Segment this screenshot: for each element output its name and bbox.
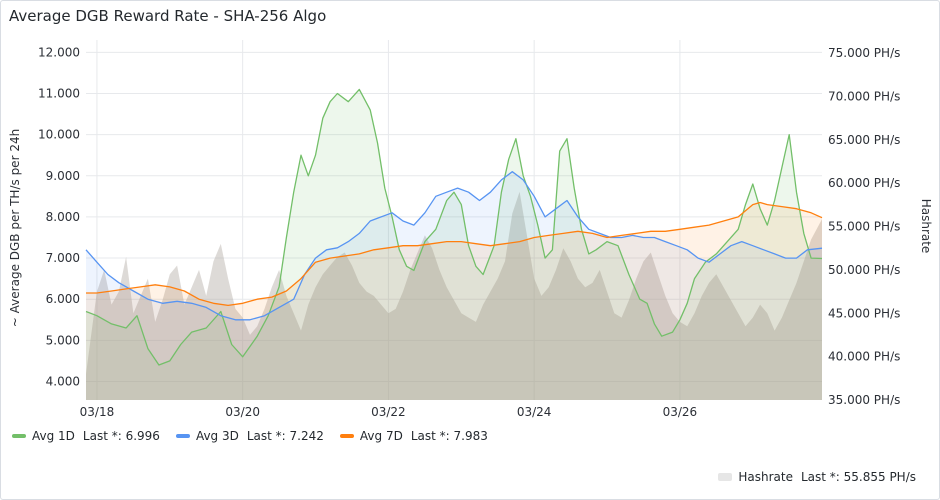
y-tick-label-right: 35.000 PH/s bbox=[828, 393, 900, 407]
legend-item-avg-1d[interactable]: Avg 1D Last *: 6.996 bbox=[12, 429, 160, 443]
x-tick-label: 03/20 bbox=[225, 405, 260, 419]
legend-last-value: Last *: 55.855 PH/s bbox=[800, 470, 916, 484]
y-tick-label-left: 8.000 bbox=[46, 210, 80, 224]
x-axis: 03/18 03/20 03/22 03/24 03/26 bbox=[80, 405, 698, 419]
series-fill-avg-3d bbox=[86, 171, 822, 400]
x-tick-label: 03/18 bbox=[80, 405, 115, 419]
series-fill-avg-1d bbox=[86, 89, 822, 401]
y-tick-label-left: 11.000 bbox=[38, 86, 80, 100]
y-tick-label-right: 60.000 PH/s bbox=[828, 176, 900, 190]
y-tick-label-right: 65.000 PH/s bbox=[828, 133, 900, 147]
legend: Avg 1D Last *: 6.996 Avg 3D Last *: 7.24… bbox=[12, 429, 488, 443]
y-axis-right: 75.000 PH/s 70.000 PH/s 65.000 PH/s 60.000 … bbox=[828, 46, 900, 407]
y-tick-label-left: 6.000 bbox=[46, 292, 80, 306]
legend-last-value: Last *: 7.242 bbox=[246, 429, 324, 443]
grid-lines bbox=[86, 40, 822, 400]
y-tick-label-right: 75.000 PH/s bbox=[828, 46, 900, 60]
legend-label: Avg 1D bbox=[32, 429, 75, 443]
legend-item-avg-7d[interactable]: Avg 7D Last *: 7.983 bbox=[339, 429, 488, 443]
x-tick-label: 03/26 bbox=[663, 405, 698, 419]
legend-swatch bbox=[12, 434, 26, 438]
series-fills bbox=[86, 89, 822, 401]
y-tick-label-left: 10.000 bbox=[38, 128, 80, 142]
series-line-avg-1d bbox=[85, 88, 823, 366]
y-tick-label-left: 9.000 bbox=[46, 169, 80, 183]
series-lines bbox=[85, 88, 823, 366]
y-tick-label-left: 7.000 bbox=[46, 251, 80, 265]
x-tick-label: 03/22 bbox=[371, 405, 406, 419]
y-tick-label-right: 45.000 PH/s bbox=[828, 306, 900, 320]
y-tick-label-left: 5.000 bbox=[46, 333, 80, 347]
y-tick-label-left: 12.000 bbox=[38, 45, 80, 59]
y-axis-left: 12.000 11.000 10.000 9.000 8.000 7.000 6.000 5.… bbox=[38, 45, 80, 388]
series-line-avg-3d bbox=[85, 171, 823, 321]
series-line-avg-7d bbox=[86, 201, 823, 307]
legend-last-value: Last *: 6.996 bbox=[82, 429, 160, 443]
y-tick-label-right: 70.000 PH/s bbox=[828, 89, 900, 103]
legend-swatch bbox=[718, 473, 733, 481]
legend-label: Avg 3D bbox=[195, 429, 239, 443]
legend-label: Avg 7D bbox=[359, 429, 403, 443]
panel-title: Average DGB Reward Rate - SHA-256 Algo bbox=[9, 7, 327, 25]
y-tick-label-left: 4.000 bbox=[46, 374, 80, 388]
series-fill-hashrate bbox=[86, 191, 822, 400]
x-tick-label: 03/24 bbox=[517, 405, 552, 419]
legend-item-hashrate[interactable]: Hashrate Last *: 55.855 PH/s bbox=[718, 470, 916, 484]
legend-swatch bbox=[175, 434, 190, 438]
y-tick-label-right: 55.000 PH/s bbox=[828, 220, 900, 234]
legend-item-avg-3d[interactable]: Avg 3D Last *: 7.242 bbox=[175, 429, 324, 443]
series-fill-avg-7d bbox=[86, 202, 822, 400]
y-axis-left-title: ~ Average DGB per TH/s per 24h bbox=[8, 129, 22, 327]
legend-last-value: Last *: 7.983 bbox=[410, 429, 488, 443]
legend-swatch bbox=[339, 434, 354, 438]
legend-label: Hashrate bbox=[738, 470, 793, 484]
y-tick-label-right: 50.000 PH/s bbox=[828, 263, 900, 277]
y-tick-label-right: 40.000 PH/s bbox=[828, 350, 900, 364]
y-axis-right-title: Hashrate bbox=[919, 199, 933, 254]
